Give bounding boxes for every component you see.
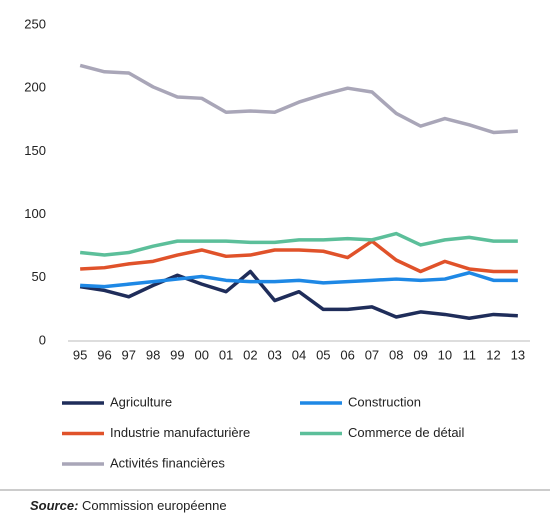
x-tick-label: 00 [195, 347, 209, 362]
x-tick-label: 01 [219, 347, 233, 362]
series-line [80, 270, 518, 289]
x-tick-label: 04 [292, 347, 306, 362]
legend-label: Industrie manufacturière [110, 425, 250, 440]
y-tick-label: 50 [32, 269, 46, 284]
x-tick-label: 09 [413, 347, 427, 362]
y-tick-label: 0 [39, 332, 46, 347]
source-text: Commission européenne [82, 498, 227, 513]
y-tick-label: 250 [24, 16, 46, 31]
legend-label: Construction [348, 394, 421, 409]
x-tick-label: 97 [122, 347, 136, 362]
legend-label: Activités financières [110, 455, 225, 470]
x-tick-label: 03 [267, 347, 281, 362]
legend-label: Commerce de détail [348, 425, 464, 440]
series-line [79, 63, 518, 135]
series-line [79, 231, 518, 257]
series-line [79, 269, 518, 320]
x-tick-label: 11 [462, 347, 476, 362]
x-tick-label: 08 [389, 347, 403, 362]
legend-label: Agriculture [110, 394, 172, 409]
x-tick-label: 06 [340, 347, 354, 362]
x-tick-label: 02 [243, 347, 257, 362]
source-label: Source: [30, 498, 78, 513]
series-line [80, 239, 518, 274]
x-tick-label: 98 [146, 347, 160, 362]
x-tick-label: 99 [170, 347, 184, 362]
x-tick-label: 96 [97, 347, 111, 362]
y-tick-label: 200 [24, 80, 46, 95]
x-tick-label: 95 [73, 347, 87, 362]
y-tick-label: 150 [24, 143, 46, 158]
x-tick-label: 07 [365, 347, 379, 362]
y-tick-label: 100 [24, 206, 46, 221]
x-tick-label: 13 [511, 347, 525, 362]
x-tick-label: 12 [486, 347, 500, 362]
x-tick-label: 05 [316, 347, 330, 362]
x-tick-label: 10 [438, 347, 452, 362]
source: Source: Commission européenne [30, 498, 227, 513]
